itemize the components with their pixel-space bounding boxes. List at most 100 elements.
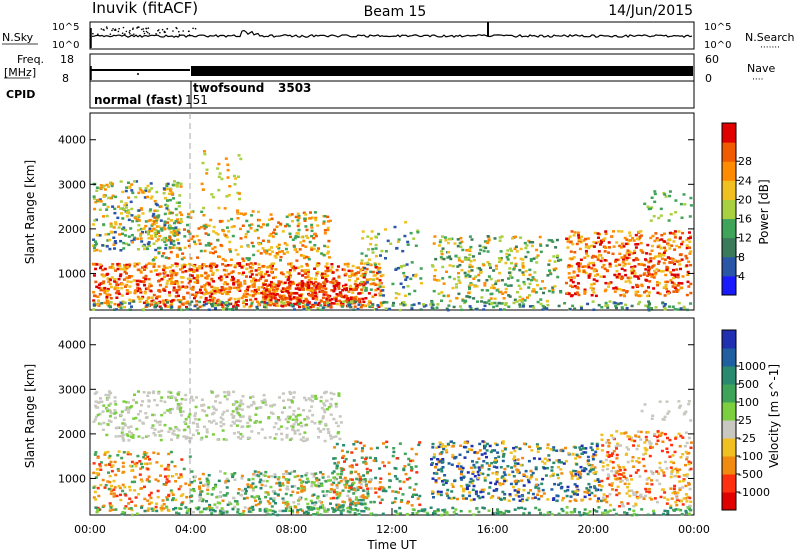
scatter-cell [197, 432, 200, 435]
scatter-cell [114, 403, 118, 406]
scatter-cell [316, 307, 320, 310]
scatter-cell [225, 226, 229, 229]
scatter-cell [546, 303, 550, 307]
scatter-cell [97, 401, 101, 404]
scatter-cell [286, 290, 290, 293]
scatter-cell [229, 302, 233, 306]
scatter-cell [145, 415, 149, 419]
scatter-cell [511, 237, 514, 240]
scatter-cell [330, 289, 334, 292]
scatter-cell [96, 295, 100, 298]
scatter-cell [278, 488, 282, 492]
scatter-cell [312, 475, 316, 478]
scatter-cell [219, 289, 223, 292]
scatter-cell [250, 495, 254, 498]
scatter-cell [242, 295, 246, 298]
scatter-cell [513, 459, 517, 462]
scatter-cell [334, 299, 338, 303]
scatter-cell [603, 250, 607, 253]
scatter-cell [127, 408, 131, 411]
scatter-cell [202, 303, 206, 307]
scatter-cell [270, 250, 274, 253]
scatter-cell [488, 464, 491, 467]
scatter-cell [316, 495, 320, 498]
scatter-cell [300, 269, 304, 272]
scatter-cell [253, 282, 256, 286]
scatter-cell [352, 296, 356, 300]
scatter-cell [319, 504, 323, 507]
scatter-cell [191, 433, 195, 437]
scatter-cell [266, 493, 270, 496]
scatter-cell [283, 242, 287, 245]
scatter-cell [168, 427, 172, 430]
scatter-cell [143, 451, 147, 454]
scatter-cell [288, 275, 292, 279]
scatter-cell [264, 283, 267, 286]
nsky-point [176, 27, 178, 30]
scatter-cell [286, 415, 290, 418]
scatter-cell [97, 286, 101, 290]
scatter-cell [190, 237, 194, 241]
scatter-cell [99, 422, 103, 426]
scatter-cell [172, 289, 176, 292]
scatter-cell [666, 242, 669, 245]
scatter-cell [434, 466, 437, 469]
scatter-cell [367, 303, 371, 306]
scatter-cell [184, 435, 188, 439]
scatter-cell [586, 302, 590, 306]
scatter-cell [515, 300, 519, 303]
scatter-cell [380, 249, 384, 253]
scatter-cell [144, 299, 148, 303]
scatter-cell [295, 283, 299, 287]
scatter-cell [356, 488, 360, 492]
scatter-cell [125, 276, 129, 280]
scatter-cell [431, 303, 435, 306]
scatter-cell [482, 249, 486, 253]
scatter-cell [244, 487, 247, 491]
scatter-cell [250, 273, 254, 276]
scatter-cell [257, 474, 261, 478]
scatter-cell [436, 490, 440, 493]
scatter-cell [291, 280, 295, 284]
scatter-cell [531, 241, 535, 244]
scatter-cell [186, 301, 190, 305]
scatter-cell [270, 286, 274, 289]
scatter-cell [130, 189, 134, 192]
scatter-cell [332, 481, 336, 485]
scatter-cell [127, 401, 130, 404]
scatter-cell [93, 249, 96, 252]
scatter-cell [162, 483, 166, 486]
scatter-cell [499, 483, 503, 487]
scatter-cell [314, 472, 318, 475]
scatter-cell [361, 267, 365, 271]
scatter-cell [331, 471, 335, 475]
scatter-cell [298, 305, 301, 309]
scatter-cell [273, 492, 277, 495]
scatter-cell [649, 236, 653, 240]
scatter-cell [584, 243, 588, 246]
scatter-cell [470, 481, 474, 485]
scatter-cell [571, 285, 574, 289]
scatter-cell [225, 303, 228, 306]
scatter-cell [137, 279, 141, 283]
scatter-cell [504, 287, 508, 291]
scatter-cell [539, 298, 543, 301]
scatter-cell [477, 273, 481, 277]
scatter-cell [364, 289, 368, 292]
scatter-cell [474, 492, 478, 496]
scatter-cell [92, 303, 96, 306]
scatter-cell [98, 293, 102, 296]
scatter-cell [648, 302, 652, 305]
scatter-cell [632, 239, 636, 242]
scatter-cell [330, 302, 334, 305]
scatter-cell [673, 236, 677, 239]
scatter-cell [633, 275, 637, 278]
scatter-cell [345, 298, 349, 302]
scatter-cell [486, 241, 489, 245]
scatter-cell [143, 290, 147, 294]
scatter-cell [379, 289, 383, 292]
scatter-cell [518, 295, 522, 299]
scatter-cell [686, 270, 690, 274]
scatter-cell [310, 246, 314, 249]
scatter-cell [120, 410, 124, 413]
